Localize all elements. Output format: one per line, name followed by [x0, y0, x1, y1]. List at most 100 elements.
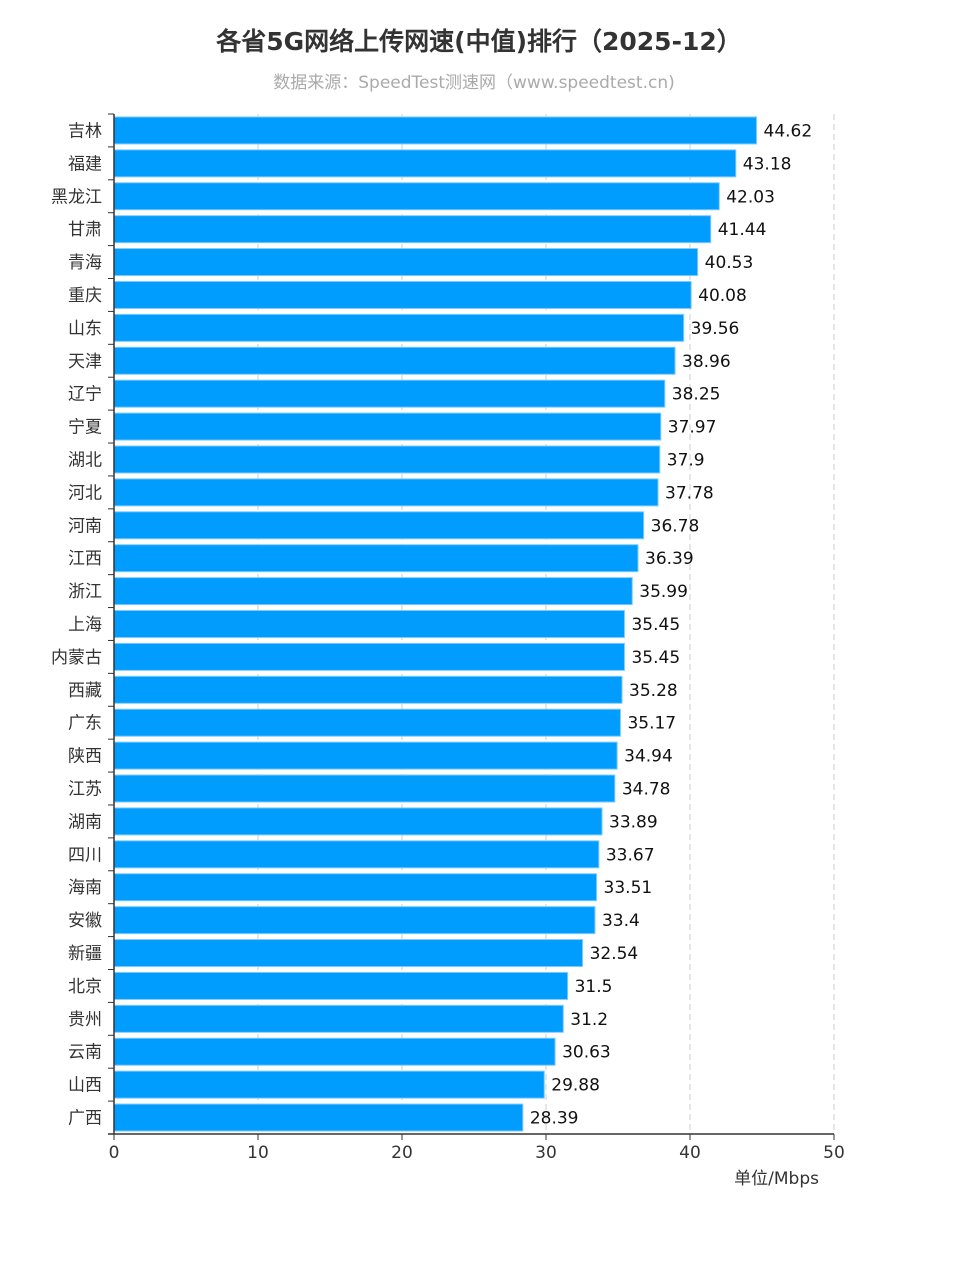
value-label: 33.51	[604, 878, 653, 898]
x-tick-label: 10	[247, 1143, 269, 1163]
bar	[113, 971, 569, 1000]
x-axis-title: 单位/Mbps	[734, 1169, 819, 1189]
category-label: 吉林	[68, 121, 102, 141]
chart-subtitle: 数据来源：SpeedTest测速网（www.speedtest.cn)	[273, 73, 675, 93]
category-label: 海南	[68, 878, 102, 898]
bar	[113, 807, 603, 836]
value-label: 33.4	[602, 911, 640, 931]
x-tick-label: 40	[679, 1143, 701, 1163]
category-label: 湖北	[68, 450, 102, 470]
category-label: 河北	[68, 483, 102, 503]
value-label: 31.2	[570, 1010, 608, 1030]
category-label: 广东	[68, 714, 102, 734]
value-label: 40.53	[705, 253, 754, 273]
bar	[113, 939, 584, 968]
value-label: 44.62	[764, 121, 813, 141]
bar	[113, 182, 720, 211]
category-label: 湖南	[68, 812, 102, 832]
category-label: 四川	[68, 845, 102, 865]
x-tick-label: 0	[109, 1143, 120, 1163]
value-label: 37.97	[668, 418, 717, 438]
category-label: 重庆	[68, 286, 102, 306]
bar	[113, 906, 596, 935]
category-label: 黑龙江	[51, 187, 102, 207]
value-label: 34.78	[622, 780, 671, 800]
bar	[113, 675, 623, 704]
category-label: 广西	[68, 1109, 102, 1129]
value-label: 38.96	[682, 352, 731, 372]
bar	[113, 774, 616, 803]
category-label: 山东	[68, 319, 102, 339]
category-label: 上海	[68, 615, 102, 635]
category-label: 宁夏	[68, 418, 102, 438]
value-label: 37.78	[665, 483, 714, 503]
bar	[113, 478, 659, 507]
bar	[113, 873, 598, 902]
category-label: 安徽	[68, 911, 102, 931]
bar	[113, 248, 699, 277]
value-label: 35.99	[639, 582, 688, 602]
category-label: 北京	[68, 977, 102, 997]
bar	[113, 642, 625, 671]
bar	[113, 412, 662, 441]
value-label: 39.56	[691, 319, 740, 339]
value-label: 32.54	[590, 944, 639, 964]
category-label: 江苏	[68, 780, 102, 800]
chart-title: 各省5G网络上传网速(中值)排行（2025-12）	[216, 27, 742, 56]
bar	[113, 215, 712, 244]
category-label: 内蒙古	[51, 648, 102, 668]
bar	[113, 149, 737, 178]
bar	[113, 379, 666, 408]
bar	[113, 708, 621, 737]
bar	[113, 511, 645, 540]
value-label: 34.94	[624, 747, 673, 767]
category-label: 新疆	[68, 944, 102, 964]
value-label: 42.03	[726, 187, 775, 207]
x-tick-label: 20	[391, 1143, 413, 1163]
value-label: 41.44	[718, 220, 767, 240]
value-label: 38.25	[672, 385, 721, 405]
category-label: 陕西	[68, 747, 102, 767]
bar	[113, 610, 625, 638]
value-label: 35.45	[631, 648, 680, 668]
value-label: 30.63	[562, 1043, 611, 1063]
category-label: 贵州	[68, 1010, 102, 1030]
bar	[113, 280, 692, 309]
value-label: 31.5	[575, 977, 613, 997]
bar	[113, 116, 758, 145]
category-label: 云南	[68, 1043, 102, 1063]
bar	[113, 313, 685, 342]
bar	[113, 1037, 556, 1066]
bar	[113, 445, 661, 474]
category-label: 辽宁	[68, 385, 102, 405]
bar	[113, 840, 600, 869]
bar	[113, 544, 639, 573]
bar	[113, 1070, 545, 1099]
value-label: 29.88	[551, 1076, 600, 1096]
value-label: 37.9	[667, 450, 705, 470]
value-label: 40.08	[698, 286, 747, 306]
category-label: 山西	[68, 1076, 102, 1096]
category-label: 福建	[68, 154, 102, 174]
category-label: 天津	[68, 352, 102, 372]
value-label: 33.89	[609, 812, 658, 832]
category-label: 江西	[68, 549, 102, 569]
bar	[113, 577, 633, 606]
value-label: 36.78	[651, 516, 700, 536]
category-label: 浙江	[68, 582, 102, 602]
category-label: 河南	[68, 516, 102, 536]
value-label: 35.28	[629, 681, 678, 701]
category-label: 西藏	[68, 681, 102, 701]
value-label: 36.39	[645, 549, 694, 569]
x-tick-label: 50	[823, 1143, 845, 1163]
bar	[113, 346, 676, 375]
bar	[113, 1103, 524, 1132]
bar	[113, 1004, 564, 1033]
value-label: 43.18	[743, 154, 792, 174]
category-label: 甘肃	[68, 220, 102, 240]
x-tick-label: 30	[535, 1143, 557, 1163]
value-label: 33.67	[606, 845, 655, 865]
value-label: 28.39	[530, 1109, 579, 1129]
value-label: 35.17	[627, 714, 676, 734]
